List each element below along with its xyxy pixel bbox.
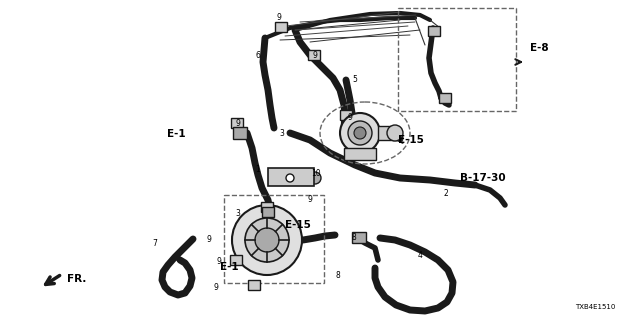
- Text: 9: 9: [308, 196, 312, 204]
- Text: E-1: E-1: [167, 129, 186, 139]
- Text: E-8: E-8: [530, 43, 548, 53]
- Circle shape: [286, 174, 294, 182]
- Text: 4: 4: [417, 251, 422, 260]
- Bar: [268, 168, 314, 186]
- Bar: [275, 22, 287, 32]
- Bar: [344, 148, 376, 160]
- Text: 3: 3: [236, 209, 241, 218]
- Bar: [378, 126, 396, 140]
- Bar: [231, 118, 243, 128]
- Text: 5: 5: [353, 76, 357, 84]
- Bar: [224, 195, 324, 283]
- Text: 8: 8: [335, 270, 340, 279]
- Bar: [248, 280, 260, 290]
- Bar: [233, 127, 247, 139]
- Bar: [340, 110, 352, 120]
- Bar: [230, 255, 242, 265]
- Text: E-15: E-15: [285, 220, 311, 230]
- Text: E-15: E-15: [398, 135, 424, 145]
- Bar: [439, 93, 451, 103]
- Circle shape: [255, 228, 279, 252]
- Circle shape: [232, 205, 302, 275]
- Text: 1: 1: [255, 165, 260, 174]
- Bar: [398, 8, 516, 111]
- Bar: [308, 50, 320, 60]
- Circle shape: [387, 125, 403, 141]
- Text: B-17-30: B-17-30: [460, 173, 506, 183]
- Text: 3: 3: [280, 129, 284, 138]
- Text: 9: 9: [207, 235, 211, 244]
- Circle shape: [354, 127, 366, 139]
- Text: 9: 9: [276, 13, 282, 22]
- Text: 9: 9: [216, 257, 221, 266]
- Text: 10: 10: [311, 170, 321, 179]
- Text: 9: 9: [214, 283, 218, 292]
- Bar: [261, 202, 273, 212]
- Circle shape: [340, 113, 380, 153]
- Text: E-1: E-1: [220, 262, 239, 272]
- Circle shape: [245, 218, 289, 262]
- Circle shape: [348, 121, 372, 145]
- Bar: [262, 207, 274, 217]
- Circle shape: [309, 172, 321, 184]
- Text: 2: 2: [444, 188, 449, 197]
- Text: TXB4E1510: TXB4E1510: [575, 304, 616, 310]
- Bar: [352, 232, 366, 243]
- Text: 9: 9: [312, 52, 317, 60]
- Text: 7: 7: [152, 239, 157, 249]
- Bar: [428, 26, 440, 36]
- Text: FR.: FR.: [67, 274, 86, 284]
- Text: 8: 8: [351, 234, 356, 243]
- Text: 6: 6: [255, 51, 260, 60]
- Text: 9: 9: [348, 114, 353, 123]
- Text: 9: 9: [236, 118, 241, 127]
